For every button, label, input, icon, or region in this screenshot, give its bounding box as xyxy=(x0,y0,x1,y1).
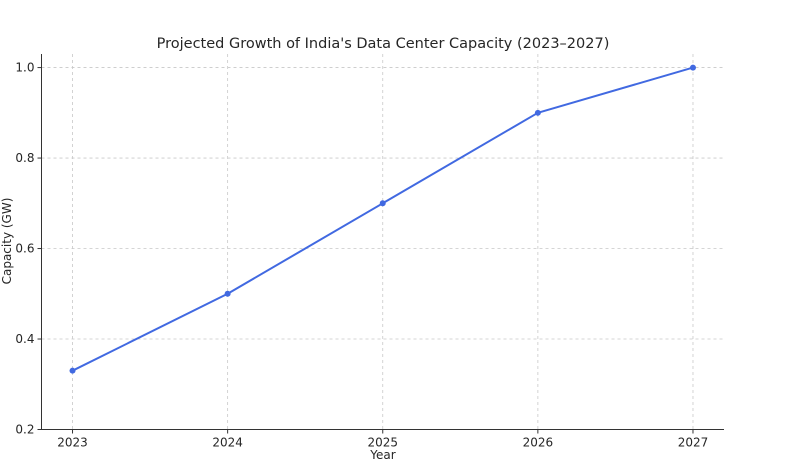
data-point xyxy=(689,64,696,71)
series-group xyxy=(69,64,696,374)
data-point xyxy=(534,109,541,116)
x-tick-label: 2027 xyxy=(678,436,709,450)
chart-title: Projected Growth of India's Data Center … xyxy=(157,36,610,52)
x-gridlines xyxy=(72,54,694,430)
data-point xyxy=(224,290,231,297)
y-tick-label: 1.0 xyxy=(15,61,34,75)
x-tick-label: 2025 xyxy=(367,436,398,450)
y-axis-title: Capacity (GW) xyxy=(0,198,14,285)
x-tick-label: 2026 xyxy=(523,436,554,450)
x-tick-label: 2023 xyxy=(57,436,88,450)
x-tick-label: 2024 xyxy=(212,436,243,450)
y-ticks: 0.2 0.4 0.6 0.8 1.0 xyxy=(15,61,42,437)
y-tick-label: 0.8 xyxy=(15,151,34,165)
data-point xyxy=(379,200,386,207)
y-tick-label: 0.2 xyxy=(15,423,34,437)
y-tick-label: 0.4 xyxy=(15,332,34,346)
x-axis-title: Year xyxy=(369,448,395,462)
y-tick-label: 0.6 xyxy=(15,242,34,256)
x-ticks: 2023 2024 2025 2026 2027 xyxy=(57,429,709,450)
data-point xyxy=(69,367,76,374)
